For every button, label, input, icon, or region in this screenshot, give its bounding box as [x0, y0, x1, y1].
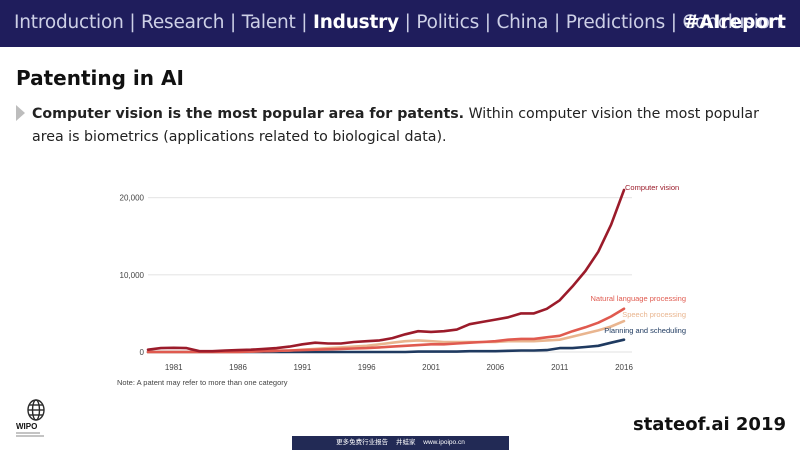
- series-line-computer-vision: [146, 188, 626, 353]
- nav-separator: |: [224, 12, 242, 33]
- footer-mid-text[interactable]: 井蛙家: [395, 439, 416, 446]
- nav-item-industry[interactable]: Industry: [313, 12, 399, 33]
- wipo-globe-icon: [27, 399, 45, 421]
- nav-item-predictions[interactable]: Predictions: [565, 12, 666, 33]
- nav-separator: |: [295, 12, 314, 33]
- x-tick-label: 1991: [293, 363, 311, 372]
- nav-separator: |: [548, 12, 566, 33]
- bullet-text: Computer vision is the most popular area…: [32, 103, 782, 149]
- nav-item-introduction[interactable]: Introduction: [14, 12, 124, 33]
- nav-separator: |: [123, 12, 142, 33]
- bullet-arrow-icon: [16, 105, 25, 121]
- series-line-natural-language-processing: [146, 307, 626, 354]
- section-nav: Introduction | Research | Talent | Indus…: [14, 12, 781, 33]
- footer-left-text: 更多免费行业报告: [336, 439, 389, 446]
- wipo-logo-text: WIPO: [16, 422, 37, 431]
- x-tick-label: 1981: [165, 363, 183, 372]
- wipo-logo: WIPO: [16, 399, 45, 437]
- x-tick-label: 2011: [551, 363, 569, 372]
- nav-item-politics[interactable]: Politics: [416, 12, 480, 33]
- nav-item-china[interactable]: China: [496, 12, 549, 33]
- brand-label: stateof.ai 2019: [632, 414, 786, 435]
- bullet-rest-text: Within computer vision the most popular …: [32, 106, 759, 145]
- y-tick-label: 20,000: [120, 194, 145, 203]
- nav-separator: |: [398, 12, 417, 33]
- slide-title: Patenting in AI: [16, 66, 184, 90]
- x-tick-label: 1986: [229, 363, 247, 372]
- footer-right-text[interactable]: www.ipoipo.cn: [423, 439, 465, 446]
- y-tick-label: 0: [140, 348, 145, 357]
- nav-separator: |: [665, 12, 683, 33]
- x-tick-label: 2006: [486, 363, 504, 372]
- x-tick-label: 2001: [422, 363, 440, 372]
- footer-strip: 更多免费行业报告 井蛙家 www.ipoipo.cn: [292, 436, 509, 450]
- y-tick-label: 10,000: [120, 271, 145, 280]
- nav-item-research[interactable]: Research: [141, 12, 225, 33]
- top-navigation-bar: Introduction | Research | Talent | Indus…: [0, 0, 800, 47]
- series-label: Computer vision: [625, 183, 679, 192]
- x-tick-label: 2016: [615, 363, 633, 372]
- series-label: Natural language processing: [591, 294, 686, 303]
- chart-note: Note: A patent may refer to more than on…: [117, 378, 288, 387]
- nav-item-conclusion[interactable]: Conclusion: [682, 12, 782, 33]
- bullet-bold-text: Computer vision is the most popular area…: [32, 106, 465, 122]
- nav-separator: |: [479, 12, 497, 33]
- x-tick-label: 1996: [358, 363, 376, 372]
- series-label: Speech processing: [622, 310, 686, 319]
- nav-item-talent[interactable]: Talent: [241, 12, 296, 33]
- series-label: Planning and scheduling: [604, 326, 686, 335]
- hashtag-label: #AIreport: [683, 12, 786, 33]
